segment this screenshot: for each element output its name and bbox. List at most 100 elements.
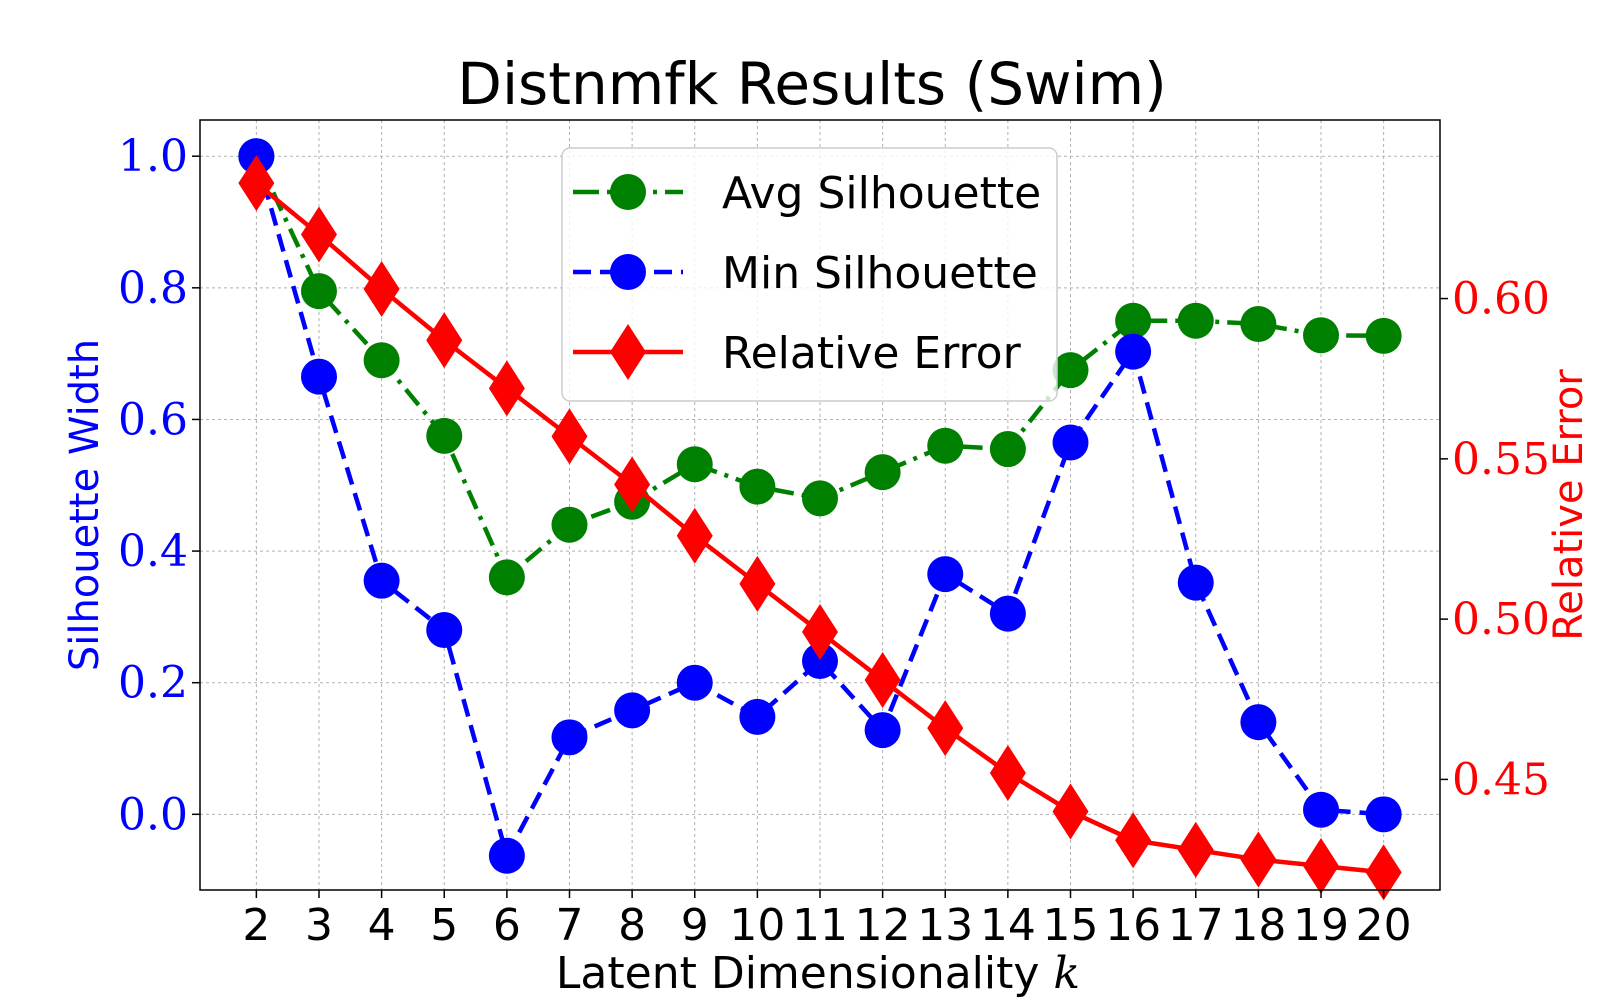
data-point-avg-silhouette (1052, 352, 1089, 389)
data-point-avg-silhouette (864, 454, 901, 491)
data-point-avg-silhouette (1115, 302, 1152, 339)
data-point-relative-error (989, 744, 1026, 801)
y-axis-label-left: Silhouette Width (62, 339, 108, 671)
legend-marker-relative-error (610, 324, 646, 380)
series-relative-error (238, 155, 1402, 901)
data-point-min-silhouette (864, 712, 901, 749)
data-point-avg-silhouette (676, 446, 713, 483)
y-tick-label-left: 0.0 (118, 789, 188, 840)
data-point-relative-error (300, 206, 337, 263)
tick-layer: 2 3 4 5 6 7 8 9 10 11 12 13 14 15 16 17 18 19 20 0.0 0.2 0.4 0… (118, 131, 1550, 951)
data-point-min-silhouette (927, 556, 964, 593)
legend-marker-min-silhouette (610, 254, 646, 290)
y-tick-label-right: 0.50 (1452, 594, 1550, 645)
data-point-relative-error (1052, 783, 1089, 840)
y-tick-label-left: 0.2 (118, 658, 188, 709)
x-tick-label: 12 (855, 900, 911, 951)
data-point-avg-silhouette (739, 468, 776, 505)
data-point-relative-error (488, 360, 525, 417)
data-point-relative-error (426, 312, 463, 369)
x-tick-label: 10 (729, 900, 785, 951)
data-point-avg-silhouette (300, 273, 337, 310)
data-point-min-silhouette (802, 642, 838, 679)
data-point-min-silhouette (614, 692, 651, 729)
x-tick-label: 6 (493, 900, 521, 951)
data-point-relative-error (1303, 837, 1340, 894)
x-tick-label: 20 (1356, 900, 1412, 951)
y-tick-label-right: 0.55 (1452, 434, 1550, 485)
x-axis-label: Latent Dimensionality k (556, 948, 1080, 999)
data-point-relative-error (1365, 844, 1402, 901)
y-tick-label-left: 0.8 (118, 263, 188, 314)
data-point-avg-silhouette (426, 417, 463, 454)
data-point-avg-silhouette (1365, 317, 1402, 354)
legend-label-avg-silhouette: Avg Silhouette (722, 168, 1041, 219)
x-tick-label: 2 (242, 900, 270, 951)
x-tick-label: 11 (792, 900, 848, 951)
data-point-avg-silhouette (927, 427, 964, 464)
series-min-silhouette (238, 138, 1402, 874)
legend-label-relative-error: Relative Error (722, 328, 1022, 379)
chart-title: Distnmfk Results (Swim) (457, 50, 1166, 118)
data-point-relative-error (676, 507, 713, 564)
data-point-avg-silhouette (1177, 302, 1214, 339)
x-tick-label: 5 (430, 900, 458, 951)
x-tick-label: 4 (368, 900, 396, 951)
data-point-avg-silhouette (363, 342, 400, 379)
data-point-avg-silhouette (488, 559, 525, 596)
legend-label-min-silhouette: Min Silhouette (722, 248, 1038, 299)
data-point-min-silhouette (989, 595, 1026, 632)
x-tick-label: 8 (618, 900, 646, 951)
data-point-min-silhouette (300, 358, 337, 395)
data-point-relative-error (802, 603, 838, 660)
data-point-avg-silhouette (1240, 306, 1277, 343)
data-point-avg-silhouette (1303, 317, 1340, 354)
legend-marker-avg-silhouette (610, 174, 646, 210)
data-point-relative-error (363, 260, 400, 317)
y-tick-label-left: 1.0 (118, 131, 188, 182)
y-tick-label-left: 0.4 (118, 526, 188, 577)
legend-box (561, 147, 1058, 402)
data-point-relative-error (1240, 831, 1277, 888)
data-point-min-silhouette (739, 698, 776, 735)
data-point-min-silhouette (1052, 424, 1089, 461)
data-point-min-silhouette (1240, 704, 1277, 741)
data-point-min-silhouette (676, 664, 713, 701)
data-point-relative-error (1115, 812, 1152, 869)
x-tick-label: 13 (917, 900, 973, 951)
data-point-min-silhouette (1177, 564, 1214, 601)
y-axis-label-right: Relative Error (1546, 369, 1592, 641)
data-point-min-silhouette (1303, 791, 1340, 828)
data-point-avg-silhouette (989, 431, 1026, 468)
x-tick-label: 18 (1230, 900, 1286, 951)
series-layer (238, 138, 1402, 901)
series-avg-silhouette (238, 138, 1402, 596)
data-point-min-silhouette (551, 719, 588, 756)
data-point-relative-error (238, 155, 275, 212)
x-tick-label: 14 (980, 900, 1036, 951)
data-point-relative-error (927, 700, 964, 757)
data-point-relative-error (614, 456, 651, 513)
data-point-min-silhouette (1115, 333, 1152, 370)
legend: Avg Silhouette Min Silhouette Relative Err… (561, 147, 1058, 402)
data-point-min-silhouette (426, 612, 463, 649)
x-tick-label: 7 (555, 900, 583, 951)
y-tick-label-right: 0.60 (1452, 274, 1550, 325)
data-point-relative-error (739, 555, 776, 612)
x-tick-label: 17 (1168, 900, 1224, 951)
data-point-min-silhouette (488, 837, 525, 874)
data-point-avg-silhouette (551, 506, 588, 543)
x-tick-label: 16 (1105, 900, 1161, 951)
data-point-relative-error (1177, 821, 1214, 878)
x-tick-label: 15 (1043, 900, 1099, 951)
y-tick-label-left: 0.6 (118, 394, 188, 445)
data-point-avg-silhouette (802, 480, 838, 517)
data-point-min-silhouette (1365, 796, 1402, 833)
x-tick-label: 3 (305, 900, 333, 951)
x-tick-label: 9 (681, 900, 709, 951)
grid-layer (200, 120, 1440, 890)
y-tick-label-right: 0.45 (1452, 754, 1550, 805)
data-point-relative-error (864, 652, 901, 709)
data-point-relative-error (551, 408, 588, 465)
